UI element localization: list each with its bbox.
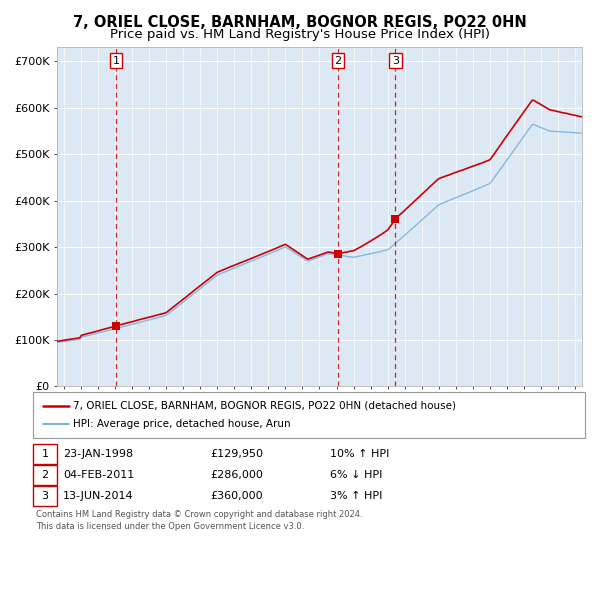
Text: £129,950: £129,950 — [210, 450, 263, 459]
Text: 6% ↓ HPI: 6% ↓ HPI — [330, 470, 382, 480]
Text: £360,000: £360,000 — [210, 491, 263, 500]
Text: 10% ↑ HPI: 10% ↑ HPI — [330, 450, 389, 459]
Text: 3: 3 — [41, 491, 49, 500]
Text: HPI: Average price, detached house, Arun: HPI: Average price, detached house, Arun — [73, 419, 291, 428]
Text: 7, ORIEL CLOSE, BARNHAM, BOGNOR REGIS, PO22 0HN: 7, ORIEL CLOSE, BARNHAM, BOGNOR REGIS, P… — [73, 15, 527, 30]
Text: 2: 2 — [335, 55, 341, 65]
Text: £286,000: £286,000 — [210, 470, 263, 480]
Text: 3: 3 — [392, 55, 399, 65]
Text: 23-JAN-1998: 23-JAN-1998 — [63, 450, 133, 459]
Text: 2: 2 — [41, 470, 49, 480]
Text: 3% ↑ HPI: 3% ↑ HPI — [330, 491, 382, 500]
Text: 04-FEB-2011: 04-FEB-2011 — [63, 470, 134, 480]
Text: 1: 1 — [41, 450, 49, 459]
Text: Contains HM Land Registry data © Crown copyright and database right 2024.: Contains HM Land Registry data © Crown c… — [36, 510, 362, 519]
Text: 13-JUN-2014: 13-JUN-2014 — [63, 491, 134, 500]
Text: This data is licensed under the Open Government Licence v3.0.: This data is licensed under the Open Gov… — [36, 522, 304, 531]
Text: 7, ORIEL CLOSE, BARNHAM, BOGNOR REGIS, PO22 0HN (detached house): 7, ORIEL CLOSE, BARNHAM, BOGNOR REGIS, P… — [73, 401, 456, 411]
Text: Price paid vs. HM Land Registry's House Price Index (HPI): Price paid vs. HM Land Registry's House … — [110, 28, 490, 41]
Text: 1: 1 — [112, 55, 119, 65]
